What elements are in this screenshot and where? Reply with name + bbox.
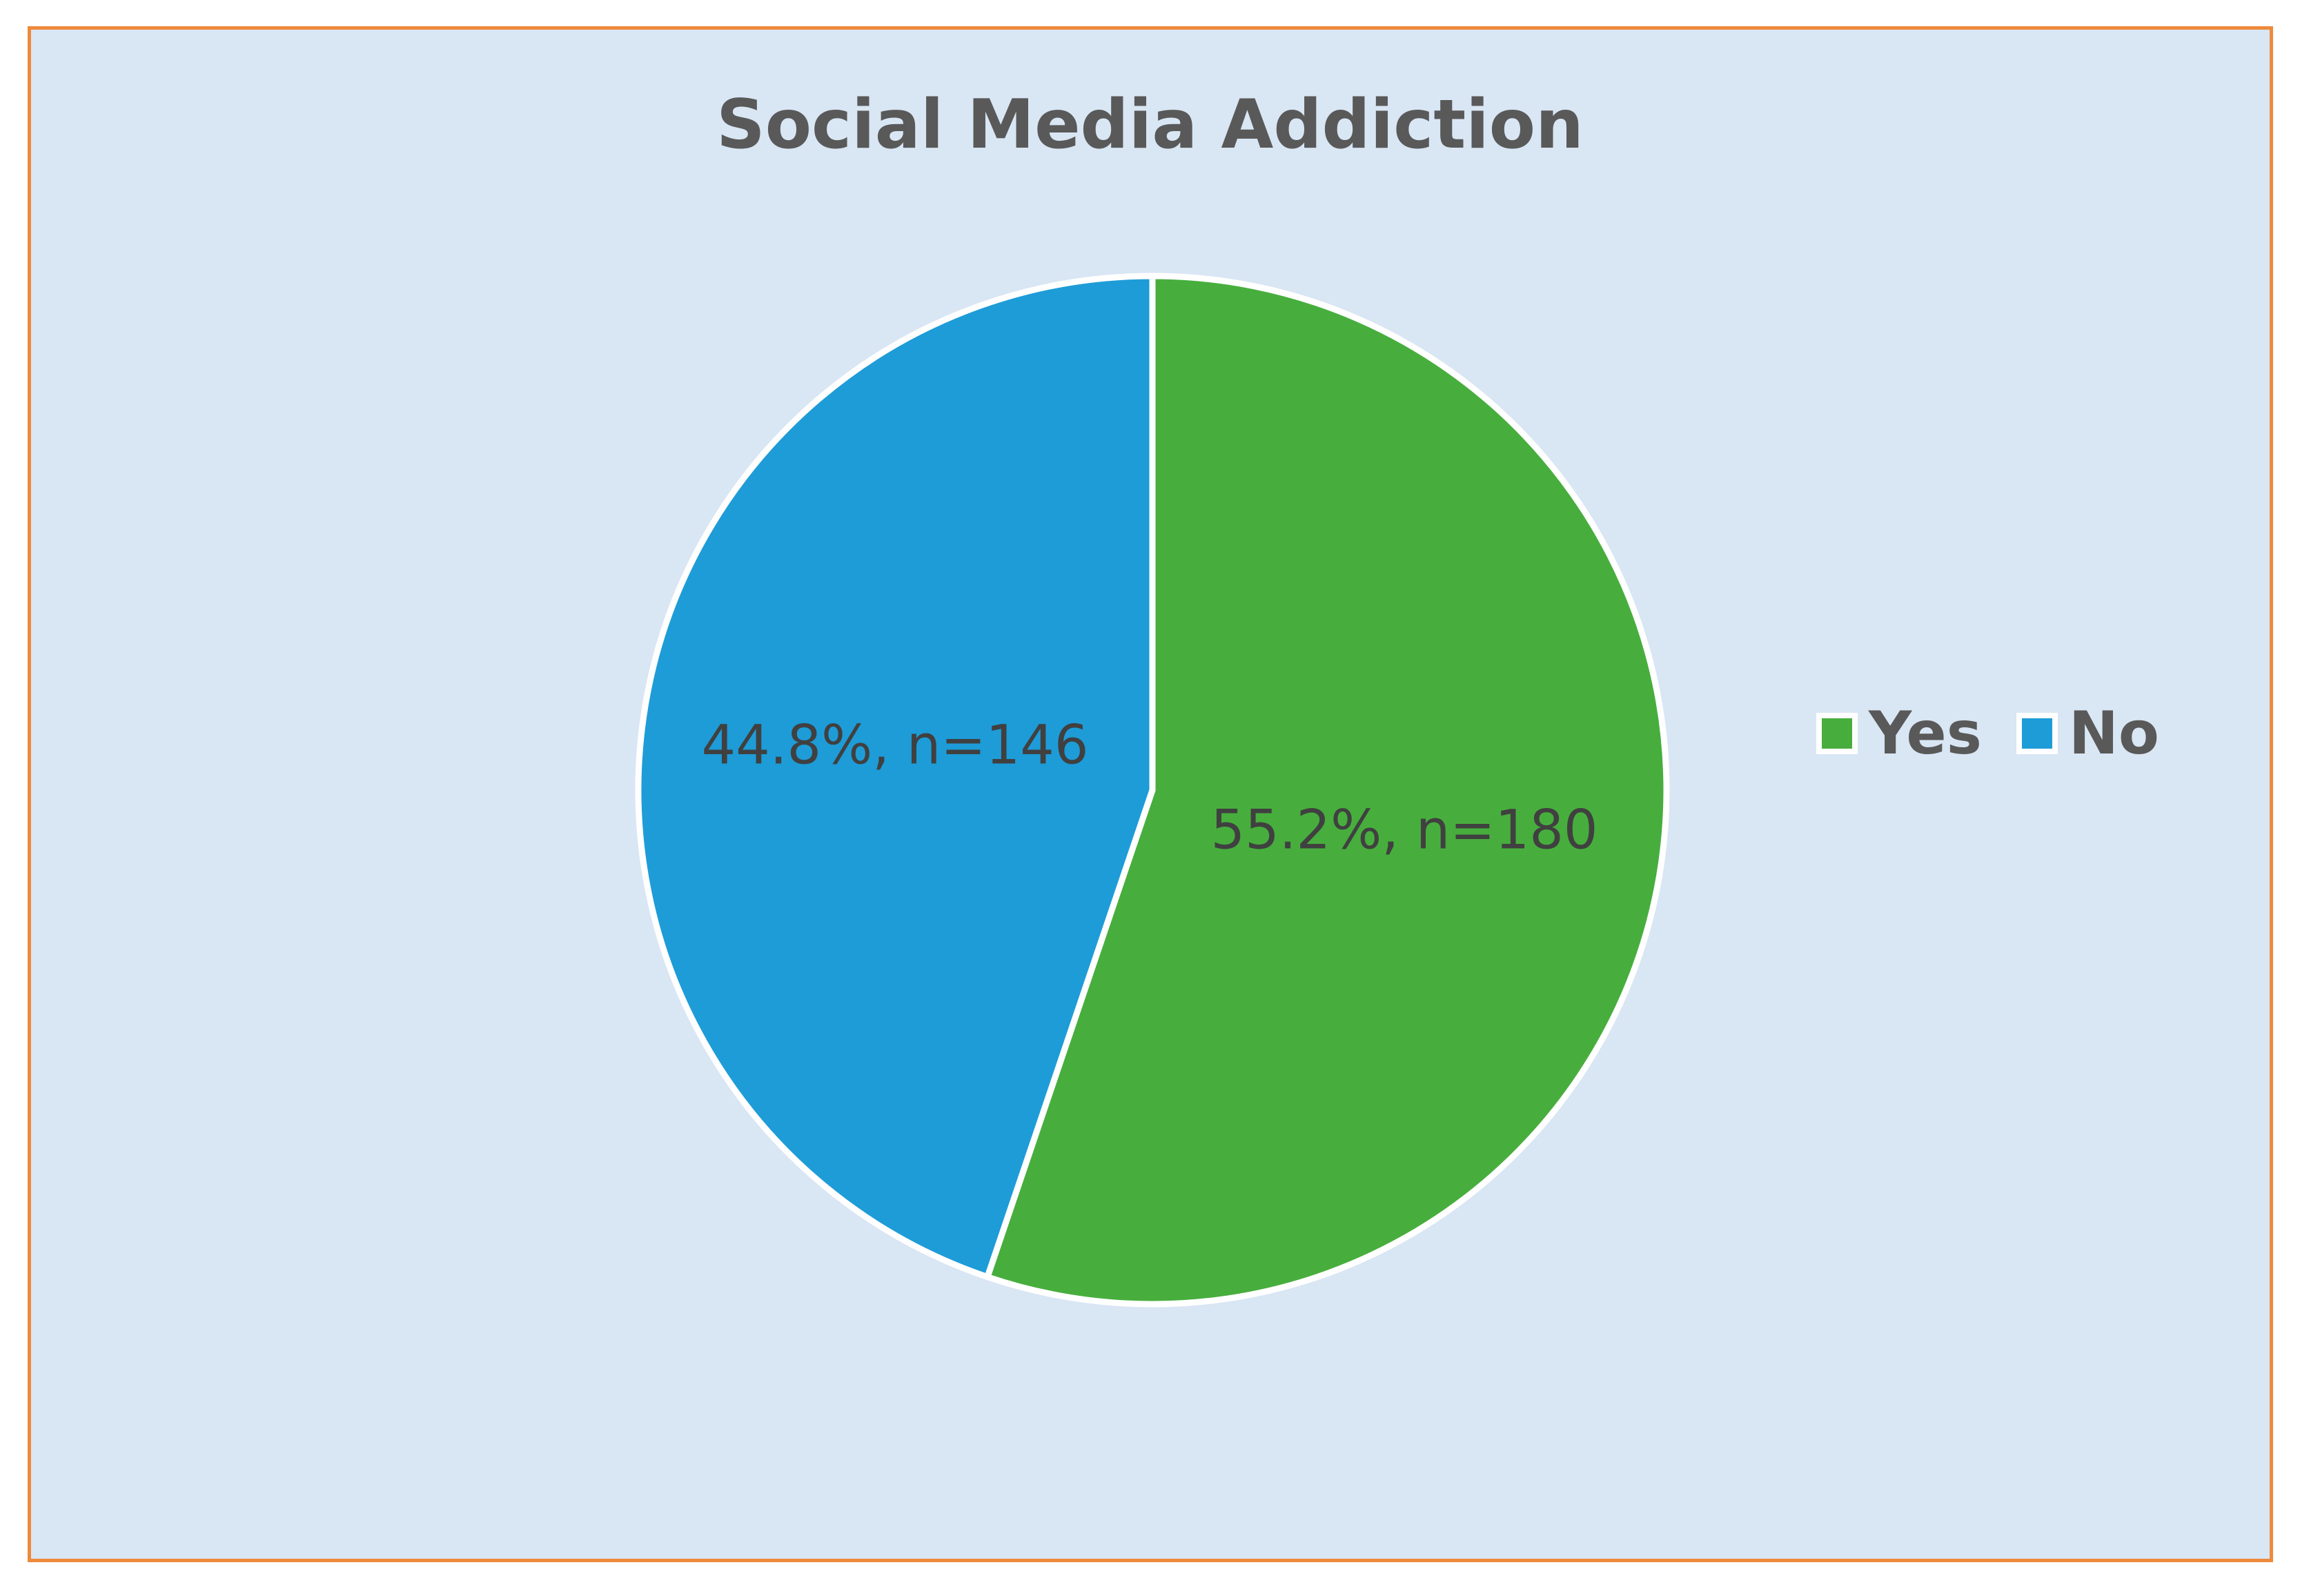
legend: Yes No [1816, 704, 2159, 763]
pie-slice-yes [984, 273, 1670, 1308]
chart-title: Social Media Addiction [716, 86, 1584, 164]
pie-slice-no [635, 273, 1156, 1281]
legend-swatch-yes [1816, 713, 1858, 754]
legend-item-no: No [2016, 704, 2159, 763]
legend-label-yes: Yes [1869, 699, 1982, 768]
legend-label-no: No [2068, 699, 2159, 768]
pie-label-yes: 55.2%, n=180 [1210, 799, 1598, 861]
legend-swatch-no [2016, 713, 2058, 754]
legend-item-yes: Yes [1816, 704, 1982, 763]
pie-label-no: 44.8%, n=146 [701, 714, 1088, 776]
